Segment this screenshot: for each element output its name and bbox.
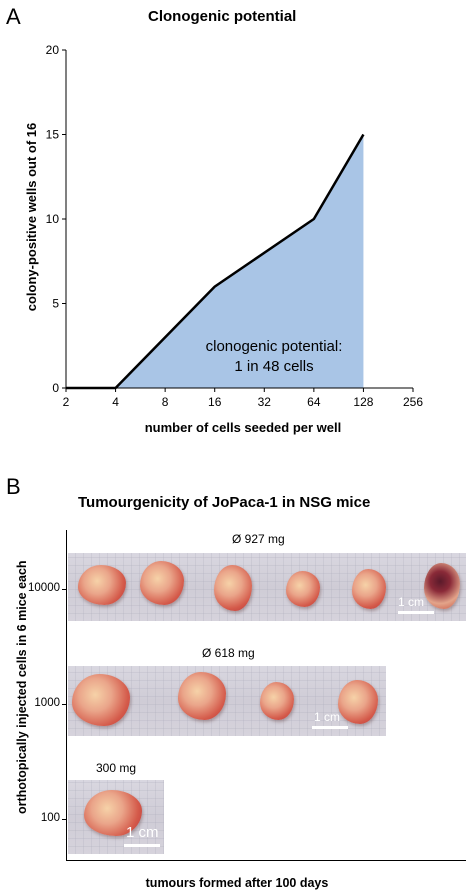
y-tick-label: 5 xyxy=(52,297,59,311)
tumor xyxy=(214,565,252,611)
scale-bar xyxy=(398,611,434,614)
panel-b-x-axis xyxy=(66,860,466,861)
y-tick-label: 20 xyxy=(46,43,60,57)
clonogenic-chart: 0 5 10 15 20 2 4 8 16 32 64 128 256 number of cells … xyxy=(24,43,424,435)
tumor xyxy=(338,680,378,724)
x-tick-label: 4 xyxy=(112,395,119,409)
tumor xyxy=(352,569,386,609)
y-tick-label: 10 xyxy=(46,212,60,226)
panel-b-title: Tumourgenicity of JoPaca-1 in NSG mice xyxy=(78,494,371,511)
chart-x-axis-label: number of cells seeded per well xyxy=(145,420,342,435)
scale-bar xyxy=(124,844,160,847)
tumor xyxy=(178,672,226,720)
y-tick-mark xyxy=(62,589,66,590)
scale-bar-label: 1 cm xyxy=(398,595,425,609)
y-tick-mark xyxy=(62,819,66,820)
x-tick-label: 128 xyxy=(353,395,373,409)
panel-b-x-axis-label: tumours formed after 100 days xyxy=(145,876,329,890)
scale-bar xyxy=(312,726,348,729)
mass-label-10000: Ø 927 mg xyxy=(232,532,285,546)
x-tick-label: 32 xyxy=(258,395,272,409)
mass-label-1000: Ø 618 mg xyxy=(202,646,255,660)
x-tick-label: 2 xyxy=(63,395,70,409)
chart-y-axis-label: colony-positive wells out of 16 xyxy=(24,123,39,312)
panel-a-title: Clonogenic potential xyxy=(148,8,297,25)
area-fill xyxy=(115,134,364,388)
scale-bar-label: 1 cm xyxy=(314,710,341,724)
x-tick-label: 256 xyxy=(403,395,423,409)
y-tick-label: 0 xyxy=(52,381,59,395)
y-tick-100: 100 xyxy=(40,812,60,824)
panel-b-y-axis xyxy=(66,530,67,860)
panel-a-letter: A xyxy=(6,4,21,29)
y-tick-label: 15 xyxy=(46,128,60,142)
chart-annotation-line2: 1 in 48 cells xyxy=(234,358,313,375)
tumor xyxy=(78,565,126,605)
y-tick-mark xyxy=(62,704,66,705)
x-tick-label: 64 xyxy=(307,395,321,409)
x-tick-label: 16 xyxy=(208,395,222,409)
panel-b-letter: B xyxy=(6,474,21,499)
tumor-photo-10000: 1 cm xyxy=(68,553,466,621)
tumor-photo-100: 1 cm xyxy=(68,780,164,854)
tumor-photo-1000: 1 cm xyxy=(68,666,386,736)
chart-annotation-line1: clonogenic potential: xyxy=(206,338,343,355)
tumor xyxy=(424,563,460,609)
tumor xyxy=(72,674,130,726)
y-tick-10000: 10000 xyxy=(28,582,60,594)
mass-label-100: 300 mg xyxy=(96,761,137,775)
tumor xyxy=(84,790,142,836)
chart-axes: 0 5 10 15 20 2 4 8 16 32 64 128 256 xyxy=(46,43,424,409)
tumor xyxy=(260,682,294,720)
tumor xyxy=(286,571,320,607)
x-tick-label: 8 xyxy=(162,395,169,409)
tumor xyxy=(140,561,184,605)
y-tick-1000: 1000 xyxy=(34,697,60,709)
scale-bar-label: 1 cm xyxy=(126,824,159,841)
